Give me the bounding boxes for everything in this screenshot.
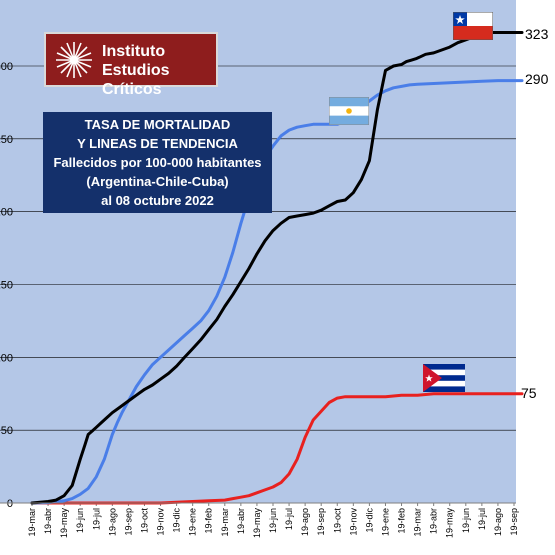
y-axis-ticks: 0 50 100 150 200 250 300: [0, 61, 13, 510]
title-line-3: Fallecidos por 100-000 habitantes: [53, 155, 262, 170]
x-tick-label: 19-ene: [380, 508, 390, 536]
y-tick-label: 300: [0, 61, 13, 73]
y-tick-label: 100: [0, 352, 13, 364]
title-line-1: TASA DE MORTALIDAD: [84, 117, 231, 132]
x-tick-label: 19-mar: [27, 508, 37, 537]
end-label-cuba: 75: [521, 385, 537, 401]
y-tick-label: 250: [0, 134, 13, 146]
title-line-5: al 08 octubre 2022: [101, 193, 214, 208]
x-tick-label: 19-jun: [75, 508, 85, 533]
x-tick-label: 19-jul: [91, 508, 101, 530]
y-tick-label: 150: [0, 280, 13, 292]
y-tick-label: 0: [7, 498, 13, 510]
star-burst-icon: [56, 42, 92, 78]
institute-logo: Instituto Estudios Críticos: [44, 32, 218, 98]
x-tick-label: 19-jul: [284, 508, 294, 530]
x-tick-label: 19-dic: [364, 508, 374, 533]
x-tick-label: 19-ago: [493, 508, 503, 536]
x-tick-label: 19-abr: [43, 508, 53, 534]
x-tick-label: 19-jun: [461, 508, 471, 533]
x-tick-label: 19-may: [59, 508, 69, 539]
x-tick-label: 19-mar: [413, 508, 423, 537]
title-line-4: (Argentina-Chile-Cuba): [86, 174, 229, 189]
x-tick-label: 19-jul: [477, 508, 487, 530]
end-label-argentina: 290: [525, 71, 549, 87]
x-tick-label: 19-may: [445, 508, 455, 539]
x-axis-ticks: 19-mar 19-abr 19-may 19-jun 19-jul 19-ago 19-s…: [27, 503, 519, 538]
x-tick-label: 19-jun: [268, 508, 278, 533]
end-label-chile: 323: [525, 26, 549, 42]
x-tick-label: 19-feb: [204, 508, 214, 534]
x-tick-label: 19-ene: [188, 508, 198, 536]
y-tick-label: 50: [1, 425, 13, 437]
x-tick-label: 19-sep: [316, 508, 326, 536]
x-tick-label: 19-ago: [107, 508, 117, 536]
x-tick-label: 19-oct: [139, 508, 149, 534]
x-tick-label: 19-sep: [509, 508, 519, 536]
logo-line-2: Estudios Críticos: [102, 62, 170, 98]
x-tick-label: 19-abr: [429, 508, 439, 534]
series-line-cuba: [30, 392, 524, 505]
chart-title-box: TASA DE MORTALIDAD Y LINEAS DE TENDENCIA…: [43, 112, 272, 213]
flag-cuba-icon: [423, 364, 465, 392]
x-tick-label: 19-feb: [397, 508, 407, 534]
title-line-2: Y LINEAS DE TENDENCIA: [77, 136, 238, 151]
x-tick-label: 19-ago: [300, 508, 310, 536]
x-tick-label: 19-may: [252, 508, 262, 539]
flag-argentina-icon: [329, 97, 369, 125]
x-tick-label: 19-nov: [348, 508, 358, 536]
x-tick-label: 19-mar: [220, 508, 230, 537]
logo-line-1: Instituto: [102, 43, 166, 60]
x-tick-label: 19-sep: [123, 508, 133, 536]
x-tick-label: 19-oct: [332, 508, 342, 534]
x-tick-label: 19-abr: [236, 508, 246, 534]
flag-chile-icon: [453, 12, 493, 40]
y-tick-label: 200: [0, 207, 13, 219]
x-tick-label: 19-dic: [172, 508, 182, 533]
series-line-chile: [30, 31, 524, 505]
x-tick-label: 19-nov: [156, 508, 166, 536]
